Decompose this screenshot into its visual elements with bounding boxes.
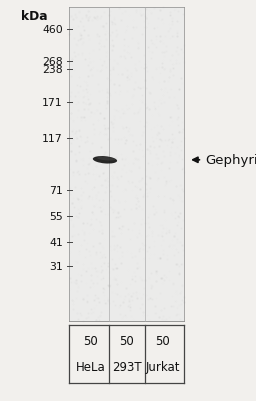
Text: 55: 55 [49,212,63,221]
Text: Gephyrin: Gephyrin [205,154,256,167]
Ellipse shape [97,158,115,161]
Text: 31: 31 [49,262,63,271]
Text: 117: 117 [42,134,63,143]
Text: 41: 41 [49,238,63,247]
FancyBboxPatch shape [69,8,184,321]
Text: 238: 238 [42,65,63,75]
Text: Jurkat: Jurkat [145,360,180,373]
Text: 460: 460 [42,25,63,35]
Text: 50: 50 [119,334,134,348]
Text: 50: 50 [155,334,170,348]
Text: 293T: 293T [112,360,142,373]
Text: 171: 171 [42,97,63,107]
Text: HeLa: HeLa [76,360,106,373]
Text: 71: 71 [49,186,63,195]
Text: kDa: kDa [21,10,47,23]
Text: 50: 50 [83,334,98,348]
Ellipse shape [93,157,117,164]
Text: 268: 268 [42,57,63,67]
